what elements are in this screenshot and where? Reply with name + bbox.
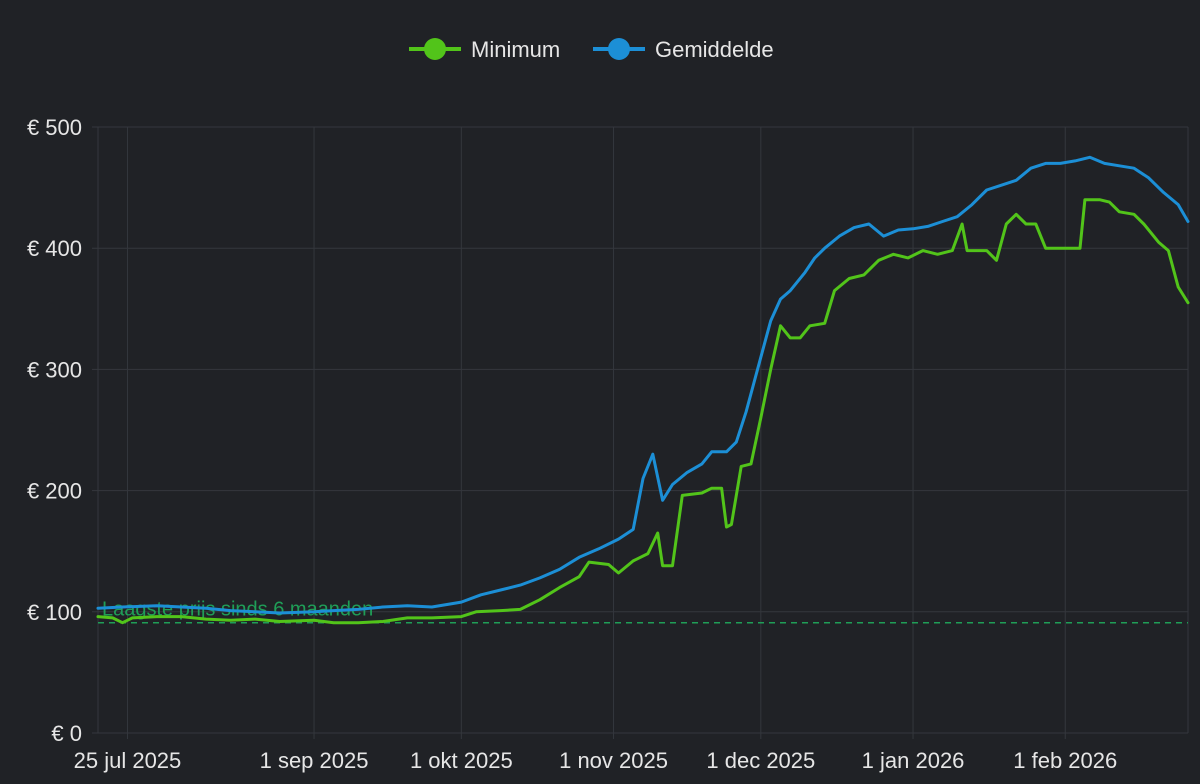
legend-label: Minimum [471,37,560,62]
legend-item-gemiddelde[interactable]: Gemiddelde [593,37,774,62]
x-tick-label: 1 okt 2025 [410,748,513,773]
x-tick-label: 1 jan 2026 [862,748,965,773]
y-tick-label: € 0 [51,721,82,746]
legend-label: Gemiddelde [655,37,774,62]
series-layer [96,155,1190,625]
legend[interactable]: Minimum Gemiddelde [409,37,774,62]
x-tick-label: 25 jul 2025 [74,748,182,773]
x-tick-label: 1 sep 2025 [260,748,369,773]
x-tick-label: 1 dec 2025 [706,748,815,773]
y-tick-label: € 100 [27,600,82,625]
y-tick-label: € 200 [27,479,82,504]
axis-layer: € 0 € 100 € 200 € 300 € 400 € 500 25 jul 2025 1… [27,115,1117,773]
legend-marker-icon [608,38,630,60]
x-tick-label: 1 feb 2026 [1013,748,1117,773]
y-tick-label: € 500 [27,115,82,140]
grid-layer [92,126,1189,739]
y-tick-label: € 300 [27,357,82,382]
y-tick-label: € 400 [27,236,82,261]
series-line-minimum [96,198,1190,625]
series-line-gemiddelde [96,155,1190,615]
legend-marker-icon [424,38,446,60]
legend-item-minimum[interactable]: Minimum [409,37,560,62]
x-tick-label: 1 nov 2025 [559,748,668,773]
